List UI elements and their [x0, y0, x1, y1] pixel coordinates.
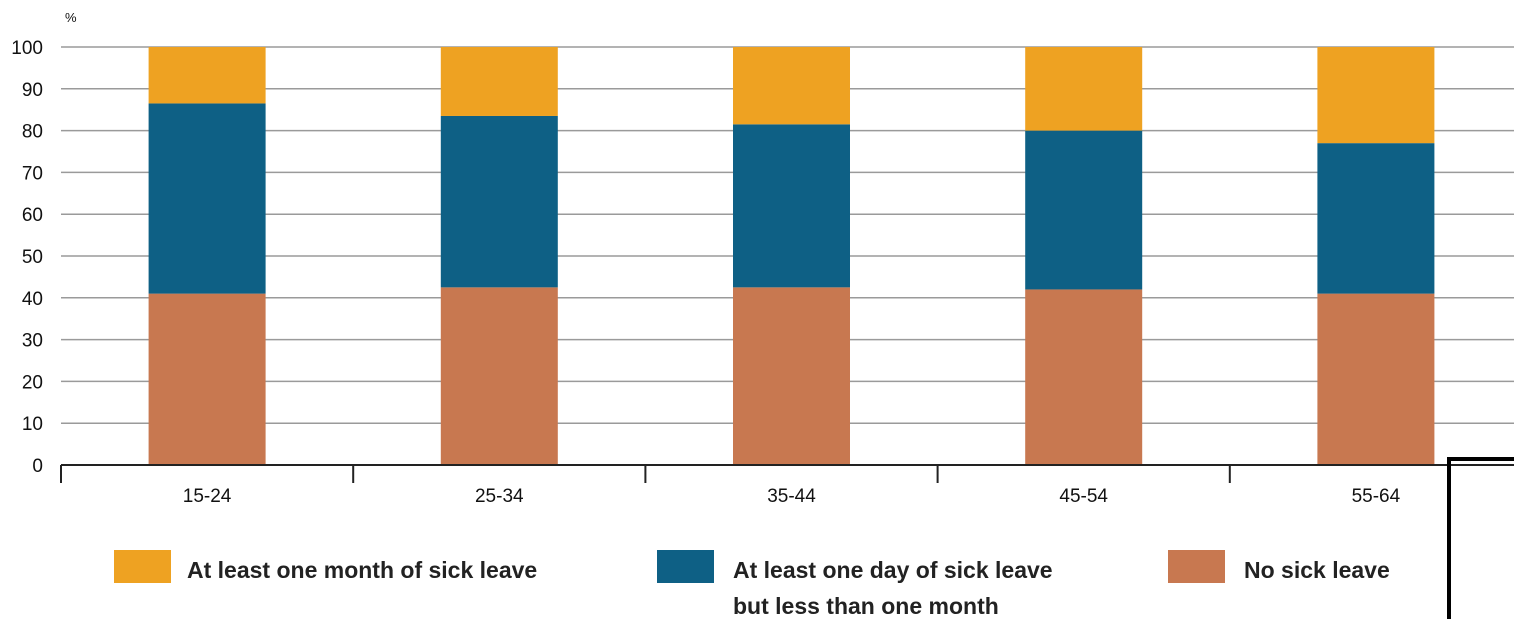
y-tick-label: 50: [22, 247, 43, 268]
y-tick-label: 100: [11, 38, 43, 59]
legend-label: No sick leave: [1244, 557, 1390, 583]
bars: [148, 47, 1435, 465]
bar-segment: [1025, 130, 1143, 290]
y-tick-label: 90: [22, 80, 43, 101]
bar-segment: [148, 47, 266, 104]
bar-segment: [148, 103, 266, 294]
bar-segment: [440, 115, 558, 288]
bar-segment: [733, 124, 850, 288]
y-tick-label: 30: [22, 331, 43, 352]
bar-segment: [733, 287, 850, 465]
y-unit-label: %: [65, 10, 77, 25]
legend-swatch: [657, 550, 714, 583]
y-tick-label: 60: [22, 205, 43, 226]
legend-swatch: [114, 550, 171, 583]
x-tick-label: 55-64: [1352, 486, 1401, 507]
x-tick-label: 45-54: [1059, 486, 1108, 507]
bar-segment: [440, 47, 558, 116]
y-tick-label: 20: [22, 372, 43, 393]
bar-segment: [440, 287, 558, 465]
x-tick-label: 35-44: [767, 486, 816, 507]
y-tick-label: 80: [22, 122, 43, 143]
bar-segment: [1025, 289, 1143, 465]
bar-segment: [1317, 143, 1435, 294]
bar-segment: [1025, 47, 1143, 131]
x-tick-label: 25-34: [475, 486, 524, 507]
y-tick-label: 0: [32, 456, 43, 477]
legend-label: At least one month of sick leave: [187, 557, 537, 583]
bar-segment: [733, 47, 850, 125]
legend-label: but less than one month: [733, 593, 999, 619]
bar-segment: [1317, 47, 1435, 144]
bar-segment: [148, 293, 266, 465]
y-tick-label: 40: [22, 289, 43, 310]
y-tick-label: 10: [22, 414, 43, 435]
legend: At least one month of sick leave At least…: [114, 550, 1390, 619]
axes: % 0 10 20 30 40 50 60 70 80 90 100 15-24 25-34 35-44 45…: [11, 10, 1514, 507]
y-tick-label: 70: [22, 163, 43, 184]
legend-label: At least one day of sick leave: [733, 557, 1053, 583]
legend-swatch: [1168, 550, 1225, 583]
corner-frame: [1447, 457, 1514, 619]
x-tick-label: 15-24: [183, 486, 232, 507]
bar-segment: [1317, 293, 1435, 465]
